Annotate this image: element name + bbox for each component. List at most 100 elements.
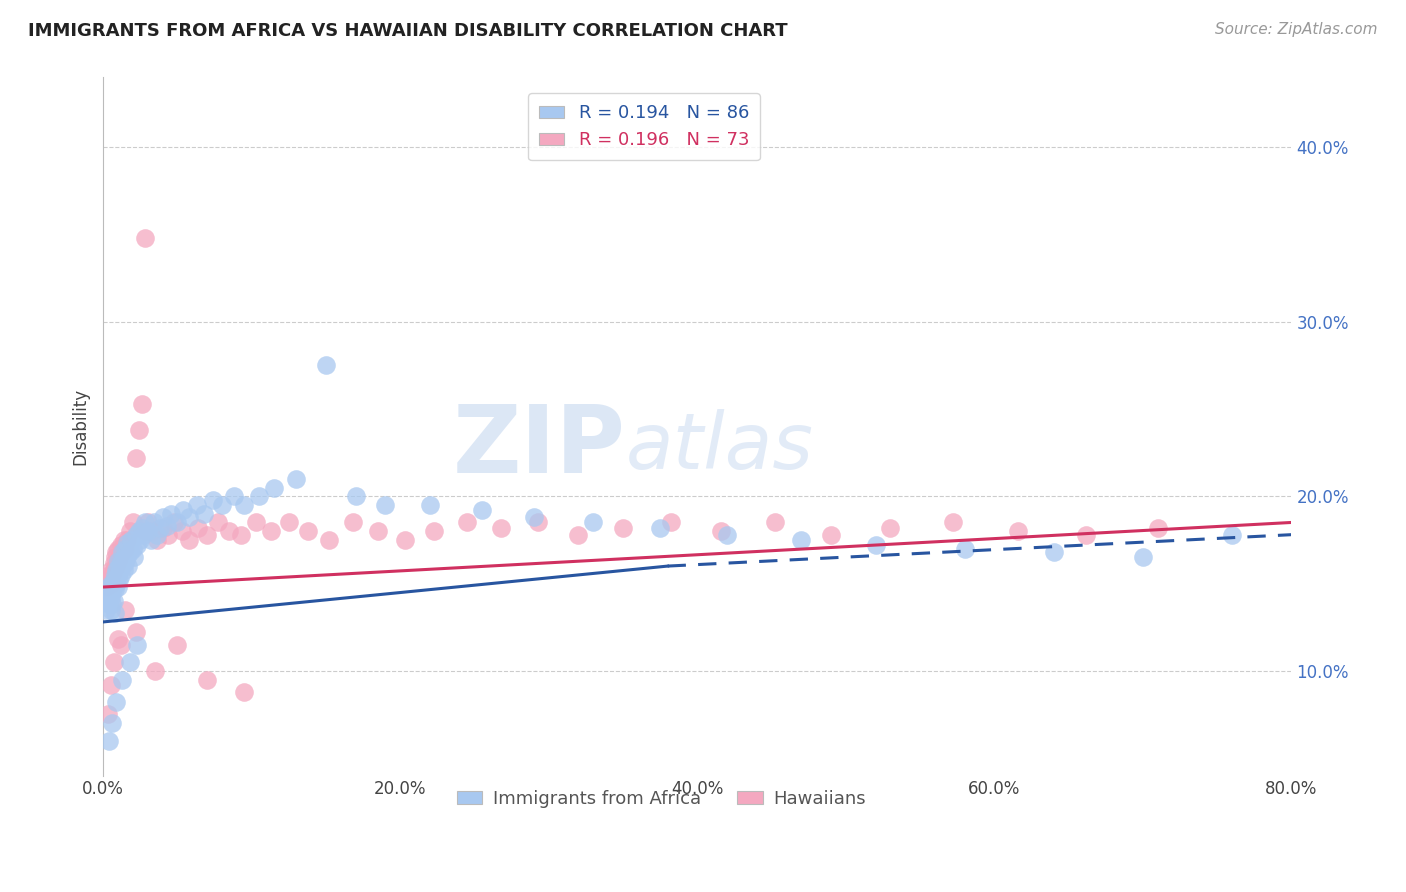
- Point: [247, 489, 270, 503]
- Point: [790, 533, 813, 547]
- Point: [118, 655, 141, 669]
- Point: [195, 673, 218, 687]
- Point: [456, 516, 478, 530]
- Point: [170, 524, 193, 538]
- Point: [195, 527, 218, 541]
- Point: [942, 516, 965, 530]
- Point: [318, 533, 340, 547]
- Point: [193, 507, 215, 521]
- Point: [110, 567, 132, 582]
- Point: [101, 567, 124, 582]
- Point: [139, 533, 162, 547]
- Point: [105, 576, 128, 591]
- Point: [344, 489, 367, 503]
- Point: [202, 492, 225, 507]
- Point: [98, 589, 121, 603]
- Point: [134, 516, 156, 530]
- Point: [100, 576, 122, 591]
- Point: [134, 231, 156, 245]
- Point: [160, 507, 183, 521]
- Point: [716, 527, 738, 541]
- Point: [101, 598, 124, 612]
- Point: [125, 625, 148, 640]
- Point: [187, 521, 209, 535]
- Point: [1220, 527, 1243, 541]
- Point: [612, 521, 634, 535]
- Point: [118, 545, 141, 559]
- Point: [115, 533, 138, 547]
- Point: [94, 580, 117, 594]
- Point: [111, 559, 134, 574]
- Point: [142, 516, 165, 530]
- Point: [103, 594, 125, 608]
- Point: [127, 538, 149, 552]
- Point: [104, 567, 127, 582]
- Point: [489, 521, 512, 535]
- Point: [115, 550, 138, 565]
- Point: [111, 545, 134, 559]
- Point: [117, 559, 139, 574]
- Point: [114, 603, 136, 617]
- Point: [114, 541, 136, 556]
- Point: [156, 519, 179, 533]
- Point: [419, 498, 441, 512]
- Point: [107, 554, 129, 568]
- Point: [953, 541, 976, 556]
- Point: [136, 516, 159, 530]
- Point: [179, 510, 201, 524]
- Point: [98, 598, 121, 612]
- Point: [128, 524, 150, 538]
- Point: [394, 533, 416, 547]
- Point: [124, 550, 146, 565]
- Point: [523, 510, 546, 524]
- Point: [112, 563, 135, 577]
- Point: [342, 516, 364, 530]
- Point: [179, 533, 201, 547]
- Point: [98, 580, 121, 594]
- Point: [233, 498, 256, 512]
- Point: [129, 533, 152, 547]
- Point: [100, 591, 122, 605]
- Point: [108, 550, 131, 565]
- Text: ZIP: ZIP: [453, 401, 626, 493]
- Point: [111, 545, 134, 559]
- Point: [172, 503, 194, 517]
- Point: [650, 521, 672, 535]
- Point: [374, 498, 396, 512]
- Point: [166, 516, 188, 530]
- Point: [163, 516, 186, 530]
- Point: [94, 603, 117, 617]
- Point: [367, 524, 389, 538]
- Point: [277, 516, 299, 530]
- Point: [1007, 524, 1029, 538]
- Point: [101, 585, 124, 599]
- Point: [245, 516, 267, 530]
- Point: [152, 521, 174, 535]
- Point: [98, 567, 121, 582]
- Point: [152, 510, 174, 524]
- Point: [315, 359, 337, 373]
- Point: [141, 524, 163, 538]
- Point: [105, 563, 128, 577]
- Text: IMMIGRANTS FROM AFRICA VS HAWAIIAN DISABILITY CORRELATION CHART: IMMIGRANTS FROM AFRICA VS HAWAIIAN DISAB…: [28, 22, 787, 40]
- Point: [114, 541, 136, 556]
- Point: [114, 556, 136, 570]
- Point: [145, 533, 167, 547]
- Point: [157, 527, 180, 541]
- Point: [121, 541, 143, 556]
- Point: [865, 538, 887, 552]
- Point: [107, 632, 129, 647]
- Point: [582, 516, 605, 530]
- Point: [101, 716, 124, 731]
- Point: [125, 450, 148, 465]
- Point: [118, 524, 141, 538]
- Point: [107, 567, 129, 582]
- Point: [763, 516, 786, 530]
- Point: [1146, 521, 1168, 535]
- Point: [97, 585, 120, 599]
- Point: [211, 498, 233, 512]
- Point: [127, 638, 149, 652]
- Point: [105, 545, 128, 559]
- Point: [120, 533, 142, 547]
- Point: [231, 527, 253, 541]
